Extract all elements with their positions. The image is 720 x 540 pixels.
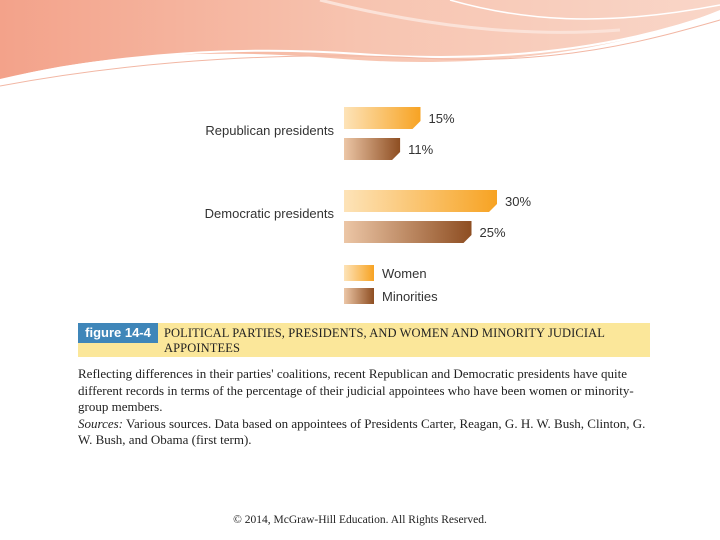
- caption-sources: Sources: Various sources. Data based on …: [78, 416, 650, 449]
- figure-number: figure 14-4: [78, 323, 158, 343]
- caption-text: Reflecting differences in their parties'…: [78, 366, 634, 414]
- legend-swatch-minorities: [344, 288, 374, 304]
- sources-text: Various sources. Data based on appointee…: [78, 415, 646, 448]
- legend-swatch-women: [344, 265, 374, 281]
- bar-chart: Republican presidents Democratic presiden…: [205, 107, 531, 304]
- bar-women: [344, 190, 497, 212]
- legend-label-minorities: Minorities: [382, 289, 438, 304]
- sources-label: Sources:: [78, 415, 124, 431]
- legend-label-women: Women: [382, 266, 427, 281]
- figure-header: figure 14-4 POLITICAL PARTIES, PRESIDENT…: [78, 323, 650, 357]
- figure-caption: Reflecting differences in their parties'…: [78, 366, 650, 449]
- decorative-banner: [0, 0, 720, 87]
- bar-women: [344, 107, 421, 129]
- category-label: Republican presidents: [205, 123, 334, 138]
- copyright-footer: © 2014, McGraw-Hill Education. All Right…: [233, 514, 487, 526]
- value-label: 11%: [408, 142, 433, 157]
- figure-title: POLITICAL PARTIES, PRESIDENTS, AND WOMEN…: [164, 326, 605, 354]
- value-label: 30%: [505, 194, 531, 209]
- bar-minorities: [344, 138, 401, 160]
- category-label: Democratic presidents: [205, 206, 335, 221]
- value-label: 15%: [429, 111, 455, 126]
- bar-minorities: [344, 221, 472, 243]
- value-label: 25%: [480, 225, 506, 240]
